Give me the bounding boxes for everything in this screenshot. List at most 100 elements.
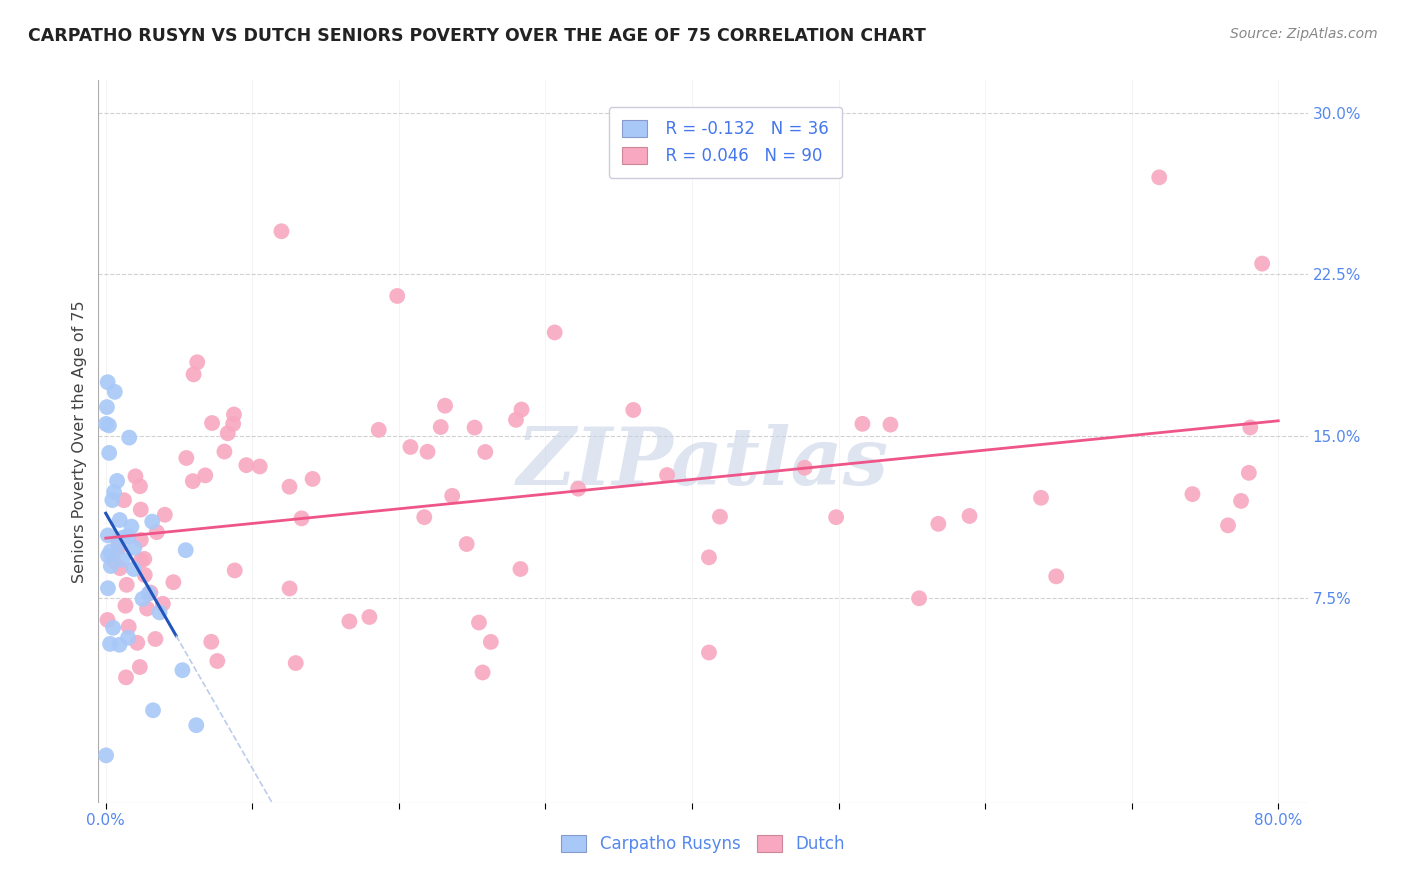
Point: [139, 585, 162, 599]
Point: [112, 493, 135, 508]
Point: [98, 446, 121, 460]
Point: [186, 718, 208, 732]
Point: [134, 568, 156, 582]
Point: [97, 376, 120, 390]
Point: [101, 493, 124, 508]
Point: [127, 636, 149, 650]
Point: [97, 581, 120, 595]
Point: [207, 654, 229, 668]
Point: [793, 460, 815, 475]
Point: [284, 656, 307, 670]
Point: [124, 469, 146, 483]
Point: [108, 561, 131, 575]
Point: [114, 599, 136, 613]
Point: [387, 289, 409, 303]
Point: [1029, 491, 1052, 505]
Point: [456, 537, 478, 551]
Point: [927, 516, 949, 531]
Point: [224, 564, 246, 578]
Point: [118, 431, 141, 445]
Point: [97, 528, 120, 542]
Point: [128, 660, 150, 674]
Point: [108, 513, 131, 527]
Point: [908, 591, 931, 606]
Point: [98, 637, 121, 651]
Point: [105, 474, 128, 488]
Point: [200, 634, 222, 648]
Point: [214, 444, 236, 458]
Point: [176, 450, 198, 465]
Point: [100, 559, 122, 574]
Point: [434, 399, 457, 413]
Point: [697, 646, 720, 660]
Point: [117, 631, 139, 645]
Point: [337, 615, 360, 629]
Point: [152, 597, 174, 611]
Point: [367, 423, 389, 437]
Point: [131, 591, 153, 606]
Point: [129, 533, 152, 547]
Point: [1045, 569, 1067, 583]
Point: [148, 606, 170, 620]
Point: [103, 485, 125, 500]
Point: [217, 426, 239, 441]
Point: [959, 508, 981, 523]
Point: [1230, 494, 1253, 508]
Point: [429, 420, 451, 434]
Point: [709, 509, 731, 524]
Point: [270, 224, 292, 238]
Point: [162, 575, 184, 590]
Point: [1237, 466, 1260, 480]
Point: [129, 502, 152, 516]
Point: [194, 468, 217, 483]
Point: [108, 638, 131, 652]
Point: [101, 553, 124, 567]
Point: [413, 510, 436, 524]
Point: [94, 417, 117, 431]
Point: [879, 417, 901, 432]
Point: [697, 550, 720, 565]
Point: [851, 417, 873, 431]
Point: [108, 541, 131, 555]
Point: [94, 748, 117, 763]
Point: [115, 670, 138, 684]
Point: [1181, 487, 1204, 501]
Point: [115, 578, 138, 592]
Point: [146, 525, 169, 540]
Point: [186, 355, 208, 369]
Point: [235, 458, 257, 472]
Point: [107, 538, 129, 552]
Text: Source: ZipAtlas.com: Source: ZipAtlas.com: [1230, 27, 1378, 41]
Point: [181, 474, 204, 488]
Point: [655, 468, 678, 483]
Point: [474, 445, 496, 459]
Point: [505, 413, 527, 427]
Point: [222, 408, 245, 422]
Point: [278, 480, 301, 494]
Point: [441, 489, 464, 503]
Point: [141, 515, 163, 529]
Point: [107, 533, 129, 547]
Point: [1147, 170, 1170, 185]
Point: [112, 530, 135, 544]
Point: [111, 552, 134, 566]
Point: [153, 508, 176, 522]
Point: [172, 663, 194, 677]
Point: [222, 417, 245, 431]
Point: [468, 615, 491, 630]
Y-axis label: Seniors Poverty Over the Age of 75: Seniors Poverty Over the Age of 75: [72, 301, 87, 582]
Legend: Carpatho Rusyns, Dutch: Carpatho Rusyns, Dutch: [554, 828, 852, 860]
Point: [122, 562, 145, 576]
Point: [825, 510, 848, 524]
Point: [100, 544, 122, 558]
Text: ZIPatlas: ZIPatlas: [517, 425, 889, 502]
Point: [359, 610, 381, 624]
Point: [1239, 420, 1261, 434]
Point: [101, 621, 124, 635]
Point: [290, 511, 312, 525]
Text: CARPATHO RUSYN VS DUTCH SENIORS POVERTY OVER THE AGE OF 75 CORRELATION CHART: CARPATHO RUSYN VS DUTCH SENIORS POVERTY …: [28, 27, 927, 45]
Point: [758, 138, 780, 153]
Point: [510, 402, 533, 417]
Point: [97, 418, 120, 433]
Point: [183, 368, 205, 382]
